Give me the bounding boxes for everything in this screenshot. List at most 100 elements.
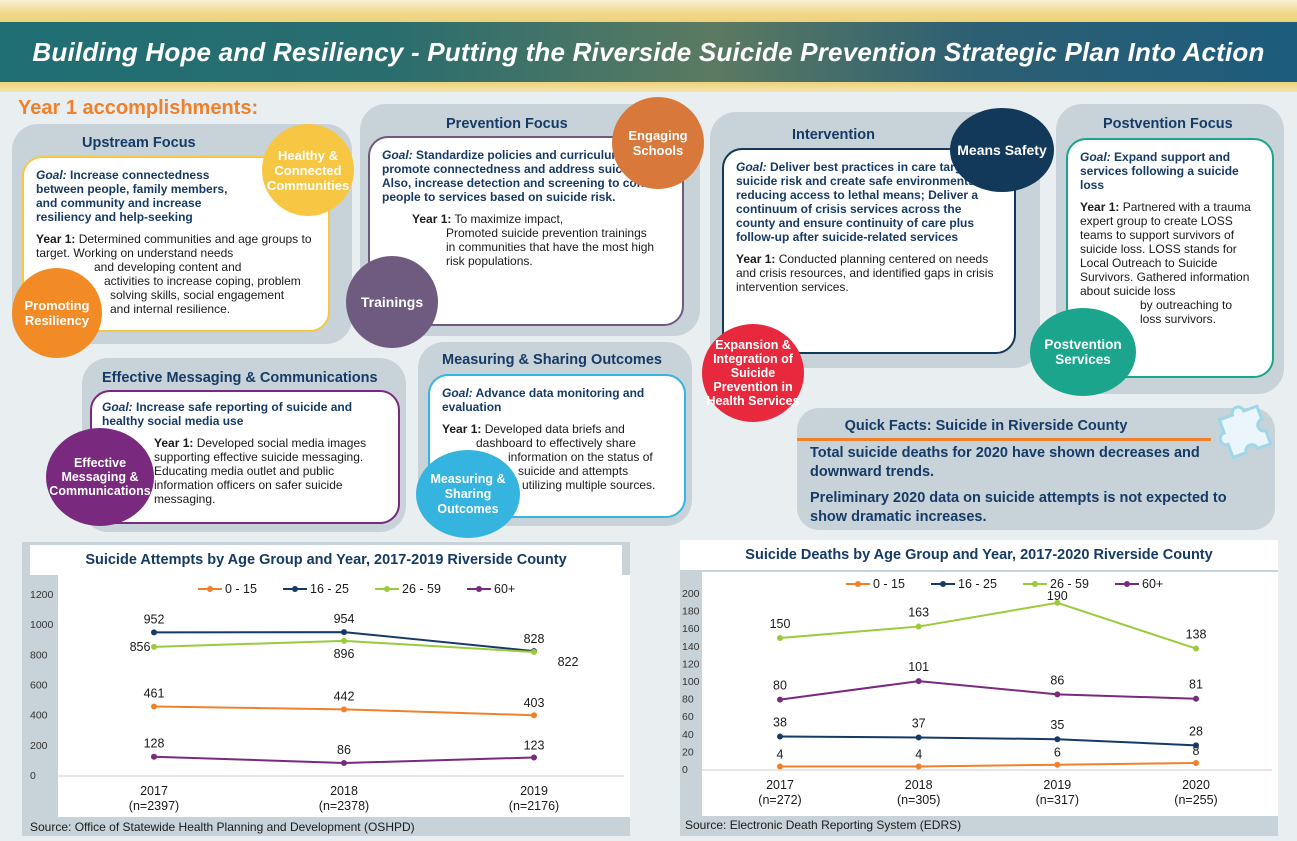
trainings-circle: Trainings — [346, 256, 438, 348]
means-safety-circle: Means Safety — [950, 108, 1054, 192]
intervention-title: Intervention — [792, 127, 875, 143]
section-label: Year 1 accomplishments: — [18, 97, 259, 119]
page-title: Building Hope and Resiliency - Putting t… — [32, 36, 1265, 67]
y-tick-label: 20 — [682, 746, 694, 758]
x-tick-label: 2019 — [1043, 778, 1071, 792]
x-tick-sublabel: (n=2378) — [319, 799, 369, 813]
data-label: 442 — [334, 689, 355, 703]
x-tick-sublabel: (n=255) — [1174, 793, 1217, 807]
data-point — [341, 706, 347, 713]
quick-facts-title: Quick Facts: Suicide in Riverside County — [844, 418, 1128, 434]
series-line — [779, 735, 1197, 747]
quick-fact-1: Total suicide deaths for 2020 have shown… — [810, 445, 1200, 480]
x-tick-sublabel: (n=2176) — [509, 799, 559, 813]
data-point — [915, 734, 922, 741]
healthy-communities-circle: Healthy & Connected Communities — [262, 124, 354, 216]
data-point — [1054, 761, 1061, 768]
prevention-year1-line3: in communities that have the most high — [446, 240, 655, 254]
goal-label: Goal: — [442, 386, 473, 400]
upstream-goal: Increase connectedness between people, f… — [36, 168, 228, 224]
data-point — [1054, 736, 1061, 743]
goal-label: Goal: — [36, 168, 67, 182]
y-tick-label: 200 — [30, 740, 48, 752]
data-point — [915, 623, 922, 630]
x-tick-label: 2020 — [1182, 778, 1210, 792]
expansion-integration-circle: Expansion & Integration of Suicide Preve… — [702, 324, 804, 422]
prevention-year1-line4: risk populations. — [446, 254, 533, 268]
prevention-goal: Standardize policies and curriculum to p… — [382, 148, 669, 204]
deaths-chart-source: Source: Electronic Death Reporting Syste… — [685, 818, 962, 832]
data-point — [341, 760, 347, 767]
year1-label: Year 1: — [154, 436, 194, 450]
data-point — [1054, 691, 1061, 698]
legend-marker — [476, 586, 482, 592]
data-point — [1054, 599, 1061, 606]
upstream-year1-line5: and internal resilience. — [110, 302, 231, 316]
puzzle-piece-icon — [1217, 404, 1273, 460]
data-label: 4 — [915, 747, 922, 761]
postvention-title: Postvention Focus — [1103, 116, 1233, 132]
year1-label: Year 1: — [442, 422, 482, 436]
banner-top-stripe — [0, 0, 1297, 22]
data-label: 138 — [1186, 628, 1207, 642]
data-label: 8 — [1193, 744, 1200, 758]
banner-bottom-stripe — [0, 82, 1297, 92]
year1-label: Year 1: — [412, 212, 452, 226]
year1-label: Year 1: — [36, 232, 76, 246]
data-point — [151, 753, 157, 760]
attempts-chart-title: Suicide Attempts by Age Group and Year, … — [30, 545, 622, 575]
data-label: 896 — [334, 647, 355, 661]
attempts-chart: 0200400600800100012002017(n=2397)2018(n=… — [30, 575, 630, 817]
legend-label: 16 - 25 — [310, 582, 349, 596]
data-label: 828 — [524, 632, 545, 646]
prevention-year1-line2: Promoted suicide prevention trainings — [446, 226, 647, 240]
data-point — [151, 629, 157, 636]
measuring-year1-line1: Developed data briefs and — [484, 422, 625, 436]
data-label: 190 — [1047, 589, 1068, 603]
x-tick-sublabel: (n=2397) — [129, 799, 179, 813]
data-label: 86 — [337, 743, 351, 757]
data-label: 4 — [777, 747, 784, 761]
legend-label: 26 - 59 — [402, 582, 441, 596]
goal-label: Goal: — [102, 400, 133, 414]
data-label: 954 — [334, 612, 355, 626]
data-point — [777, 635, 783, 641]
measuring-year1-line2: dashboard to effectively share — [476, 436, 636, 450]
upstream-year1-line3: activities to increase coping, problem — [104, 274, 301, 288]
y-tick-label: 600 — [30, 680, 48, 692]
legend-label: 60+ — [494, 582, 515, 596]
chart-background — [58, 575, 630, 817]
upstream-title: Upstream Focus — [82, 135, 196, 151]
data-label: 28 — [1189, 724, 1203, 738]
data-label: 81 — [1189, 678, 1203, 692]
messaging-goal: Increase safe reporting of suicide and h… — [102, 400, 353, 428]
data-label: 38 — [773, 716, 787, 730]
intervention-year1: Conducted planning centered on needs and… — [736, 252, 994, 294]
year1-label: Year 1: — [736, 252, 776, 266]
data-point — [151, 643, 157, 650]
legend-label: 26 - 59 — [1050, 577, 1089, 591]
data-label: 128 — [144, 737, 165, 751]
x-tick-sublabel: (n=317) — [1036, 793, 1079, 807]
postvention-year1-line3: loss survivors. — [1140, 312, 1217, 326]
upstream-year1-line4: solving skills, social engagement — [110, 288, 285, 302]
year1-label: Year 1: — [1080, 200, 1120, 214]
legend-label: 0 - 15 — [873, 577, 905, 591]
legend-marker — [855, 581, 861, 587]
quick-fact-2: Preliminary 2020 data on suicide attempt… — [810, 490, 1227, 525]
series-line — [780, 761, 1197, 768]
series-line — [779, 680, 1197, 701]
promoting-resiliency-circle: Promoting Resiliency — [12, 268, 102, 358]
x-tick-label: 2018 — [330, 784, 358, 798]
data-point — [915, 763, 922, 770]
data-point — [1193, 759, 1199, 766]
postvention-services-circle: Postvention Services — [1030, 308, 1136, 396]
x-tick-label: 2019 — [520, 784, 548, 798]
data-label: 461 — [144, 686, 165, 700]
y-tick-label: 800 — [30, 649, 48, 661]
y-tick-label: 200 — [682, 588, 700, 600]
measuring-title: Measuring & Sharing Outcomes — [442, 352, 662, 368]
data-label: 123 — [524, 738, 545, 752]
data-label: 822 — [558, 655, 579, 669]
measuring-year1-line4: suicide and attempts — [518, 464, 629, 478]
